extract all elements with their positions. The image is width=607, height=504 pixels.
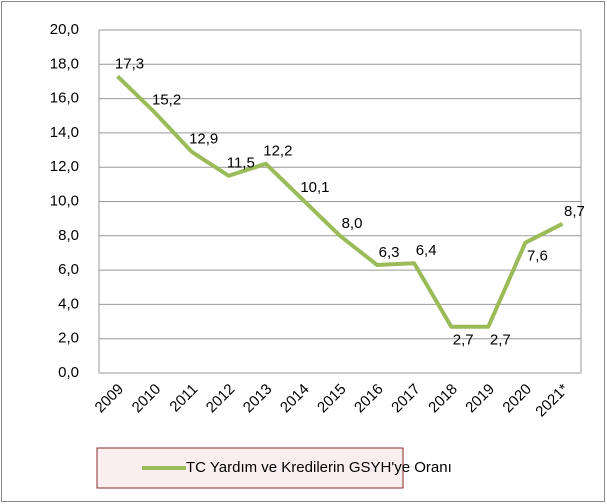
y-tick-label: 20,0 [50,21,79,38]
legend-label: TC Yardım ve Kredilerin GSYH'ye Oranı [186,459,452,476]
series-line [116,74,564,329]
y-tick-label: 14,0 [50,124,79,141]
data-label: 2,7 [490,332,511,349]
data-label: 6,4 [416,242,437,259]
data-label: 2,7 [453,332,474,349]
data-label: 7,6 [527,248,548,265]
y-tick-label: 12,0 [50,158,79,175]
data-label: 15,2 [152,91,181,108]
data-label: 17,3 [115,55,144,72]
y-tick-label: 6,0 [58,261,79,278]
data-label: 6,3 [379,244,400,261]
y-tick-label: 18,0 [50,55,79,72]
y-tick-label: 2,0 [58,330,79,347]
data-label: 8,0 [342,215,363,232]
y-tick-label: 16,0 [50,90,79,107]
data-label: 12,9 [189,131,218,148]
y-tick-label: 0,0 [58,364,79,381]
data-label: 12,2 [263,143,292,160]
data-label: 8,7 [564,203,585,220]
y-tick-label: 10,0 [50,192,79,209]
data-label: 10,1 [300,179,329,196]
data-label: 11,5 [227,155,255,172]
y-tick-label: 4,0 [58,295,79,312]
y-tick-label: 8,0 [58,227,79,244]
